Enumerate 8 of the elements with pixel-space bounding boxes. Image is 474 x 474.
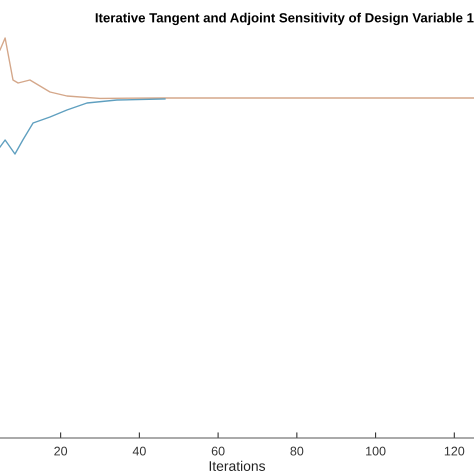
x-tick-label: 40 — [132, 446, 146, 456]
x-tick-label: 60 — [212, 446, 225, 456]
x-axis-title: Iterations — [210, 460, 266, 471]
chart-title: Iterative Tangent and Adjoint Sensitivity of Design Variable 1 — [96, 12, 474, 26]
x-tick-label: 20 — [54, 446, 68, 456]
x-tick-label: 120 — [444, 446, 464, 456]
x-tick-label: 100 — [366, 446, 386, 456]
x-tick-label: 80 — [290, 446, 304, 456]
